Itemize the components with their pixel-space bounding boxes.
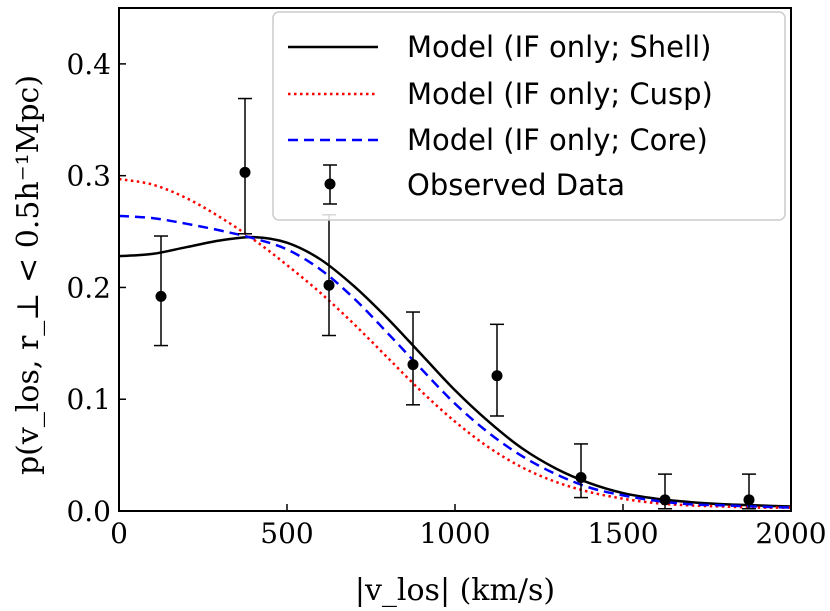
series-line-dotted <box>118 177 792 509</box>
x-axis-label: |v_los| (km/s) <box>355 573 555 608</box>
y-tick-label: 0.1 <box>66 383 111 416</box>
observed-point <box>658 473 672 510</box>
data-point-marker <box>575 471 587 483</box>
x-tick-label: 2000 <box>755 517 826 550</box>
legend-core-label: Model (IF only; Core) <box>407 123 708 157</box>
legend-box <box>272 11 786 221</box>
legend-observed-marker <box>324 178 336 190</box>
observed-point <box>742 473 756 510</box>
plot-area <box>118 97 792 510</box>
y-tick-label: 0.4 <box>66 48 111 81</box>
observed-point <box>406 311 420 406</box>
x-tick-label: 1000 <box>419 517 490 550</box>
data-point-marker <box>407 359 419 371</box>
observed-point <box>238 97 252 235</box>
y-axis-label: p(v_los, r_⊥ < 0.5h⁻¹Mpc) <box>11 75 46 475</box>
legend: Model (IF only; Shell) Model (IF only; C… <box>272 11 786 221</box>
data-point-marker <box>239 166 251 178</box>
y-tick-label: 0.2 <box>66 271 111 304</box>
data-point-marker <box>743 494 755 506</box>
data-point-marker <box>659 494 671 506</box>
observed-point <box>154 235 168 347</box>
observed-point <box>490 323 504 417</box>
observed-point <box>574 443 588 499</box>
x-tick-label: 0 <box>110 517 128 550</box>
legend-observed-label: Observed Data <box>407 168 625 202</box>
y-tick-label: 0.3 <box>66 160 111 193</box>
data-point-marker <box>323 279 335 291</box>
y-tick-label: 0.0 <box>66 495 111 528</box>
legend-cusp-label: Model (IF only; Cusp) <box>407 77 713 111</box>
x-tick-label: 500 <box>260 517 313 550</box>
series-line-solid <box>118 235 792 508</box>
axis-ticks: 0 500 1000 1500 2000 0.0 0.1 0.2 0.3 0.4 <box>66 48 826 550</box>
data-point-marker <box>155 290 167 302</box>
data-point-marker <box>491 370 503 382</box>
legend-shell-label: Model (IF only; Shell) <box>407 30 711 64</box>
series-line-dashed <box>118 214 792 509</box>
x-tick-label: 1500 <box>587 517 658 550</box>
